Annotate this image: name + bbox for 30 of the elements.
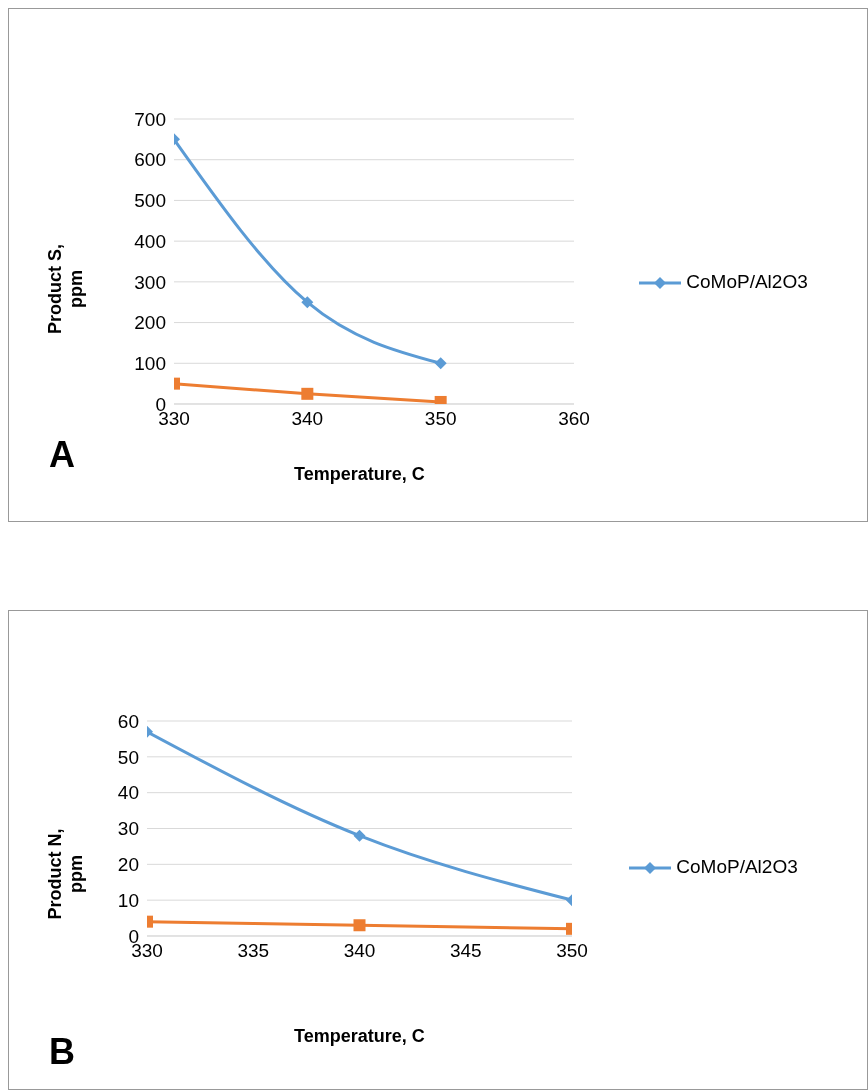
y-tick-label: 20: [117, 854, 139, 876]
x-tick-label: 360: [558, 408, 590, 430]
legend-label: CoMoP/Al2O3: [676, 856, 798, 877]
legend-label: CoMoP/Al2O3: [686, 271, 808, 292]
y-tick-label: 200: [134, 312, 166, 334]
text: A: [49, 434, 75, 476]
point: [301, 296, 314, 309]
y-tick-label: 400: [134, 230, 166, 252]
x-tick-label: 335: [237, 940, 270, 962]
y-tick-label: 600: [134, 149, 166, 171]
y-tick-label: 60: [117, 710, 139, 732]
x-tick-label: 340: [343, 940, 376, 962]
y-tick-label: 30: [117, 818, 139, 840]
y-tick-label: 10: [117, 889, 139, 911]
x-axis-title: Temperature, C: [294, 1026, 425, 1047]
y-tick-label: 40: [117, 782, 139, 804]
y-tick-label: 700: [134, 108, 166, 130]
x-tick-label: 350: [556, 940, 588, 962]
x-tick-label: 345: [449, 940, 482, 962]
y-axis-title: Product S, ppm: [45, 243, 87, 336]
y-tick-label: 300: [134, 271, 166, 293]
y-tick-label: 50: [117, 746, 139, 768]
point: [434, 357, 447, 370]
text: B: [49, 1031, 75, 1073]
y-tick-label: 500: [134, 190, 166, 212]
x-tick-label: 350: [424, 408, 457, 430]
x-axis-title: Temperature, C: [294, 464, 425, 485]
x-tick-label: 340: [291, 408, 324, 430]
y-axis-title: Product N, ppm: [45, 827, 87, 922]
y-tick-label: 100: [134, 353, 166, 375]
